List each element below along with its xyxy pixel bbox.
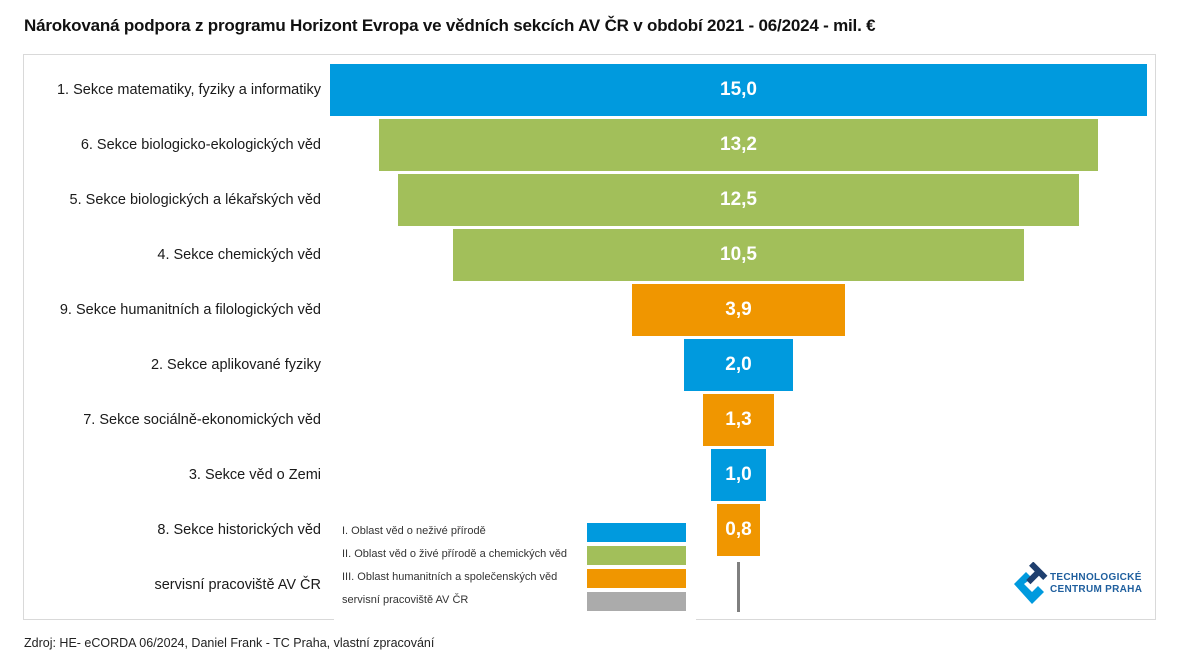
category-label: 7. Sekce sociálně-ekonomických věd: [83, 412, 321, 428]
data-label: 13,2: [720, 134, 757, 155]
funnel-bar: 2,0: [684, 339, 793, 391]
legend-swatch: [587, 569, 686, 588]
legend-swatch: [587, 523, 686, 542]
funnel-bar: 10,5: [452, 229, 1025, 281]
tc-logo-icon: [1014, 561, 1048, 604]
funnel-bar: 15,0: [330, 64, 1147, 116]
funnel-bar: 0,8: [716, 504, 761, 556]
legend-label: I. Oblast věd o neživé přírodě: [342, 525, 486, 537]
logo-line-1: TECHNOLOGICKÉ: [1050, 572, 1142, 583]
funnel-bar: 3,9: [632, 284, 845, 336]
logo-line-2: CENTRUM PRAHA: [1050, 584, 1143, 595]
legend-item-3: III. Oblast humanitních a společenských …: [334, 568, 694, 589]
data-label: 0,8: [725, 519, 752, 540]
legend-label: II. Oblast věd o živé přírodě a chemický…: [342, 548, 567, 560]
category-label: 3. Sekce věd o Zemi: [188, 467, 321, 483]
legend-item-2: II. Oblast věd o živé přírodě a chemický…: [334, 545, 694, 566]
legend-item-4: servisní pracoviště AV ČR: [334, 591, 694, 612]
funnel-bar: 1,3: [703, 394, 774, 446]
data-label: 1,3: [725, 409, 752, 430]
source-note: Zdroj: HE- eCORDA 06/2024, Daniel Frank …: [24, 636, 435, 650]
category-label: 6. Sekce biologicko-ekologických věd: [80, 137, 321, 153]
tc-praha-logo: TECHNOLOGICKÉ CENTRUM PRAHA: [1010, 561, 1150, 608]
category-label: 5. Sekce biologických a lékařských věd: [69, 192, 321, 208]
legend-swatch: [587, 546, 686, 565]
data-label: 2,0: [725, 354, 752, 375]
funnel-bar: 12,5: [398, 174, 1079, 226]
legend-item-1: I. Oblast věd o neživé přírodě: [334, 522, 694, 543]
category-label: servisní pracoviště AV ČR: [154, 577, 321, 593]
logo-text: TECHNOLOGICKÉ CENTRUM PRAHA: [1050, 572, 1142, 596]
category-label: 1. Sekce matematiky, fyziky a informatik…: [56, 82, 321, 98]
legend-label: servisní pracoviště AV ČR: [342, 594, 469, 606]
category-label: 9. Sekce humanitních a filologických věd: [59, 302, 321, 318]
funnel-bar: 13,2: [379, 119, 1098, 171]
funnel-bar: 1,0: [711, 449, 766, 501]
funnel-bar-zero: [737, 562, 740, 612]
category-label: 2. Sekce aplikované fyziky: [150, 357, 321, 373]
legend-label: III. Oblast humanitních a společenských …: [342, 571, 558, 583]
category-label: 8. Sekce historických věd: [157, 522, 321, 538]
legend-swatch: [587, 592, 686, 611]
data-label: 10,5: [720, 244, 757, 265]
chart-title: Nárokovaná podpora z programu Horizont E…: [24, 16, 876, 35]
data-label: 15,0: [720, 79, 757, 100]
legend: I. Oblast věd o neživé přírodě II. Oblas…: [334, 520, 696, 620]
data-label: 3,9: [725, 299, 752, 320]
data-label: 1,0: [725, 464, 752, 485]
category-label: 4. Sekce chemických věd: [157, 247, 321, 263]
data-label: 12,5: [720, 189, 757, 210]
